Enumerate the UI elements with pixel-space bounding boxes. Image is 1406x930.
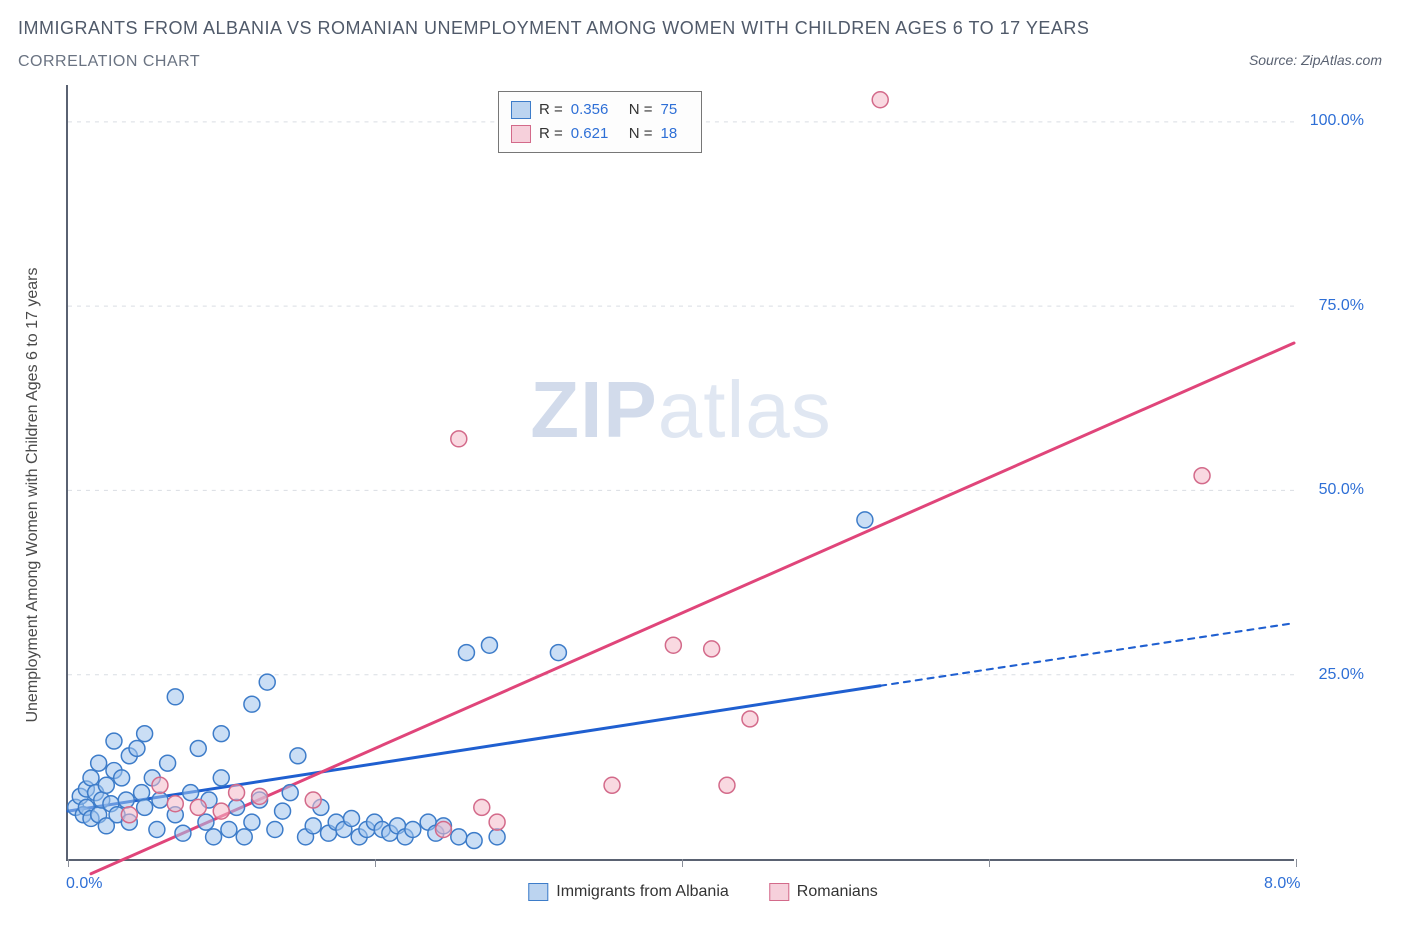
- legend-swatch: [528, 883, 548, 901]
- chart-area: Unemployment Among Women with Children A…: [18, 85, 1388, 905]
- title-block: IMMIGRANTS FROM ALBANIA VS ROMANIAN UNEM…: [0, 0, 1406, 71]
- series-legend-item: Immigrants from Albania: [528, 883, 729, 901]
- plot-svg: [68, 85, 1294, 859]
- chart-subtitle: CORRELATION CHART: [18, 53, 1406, 71]
- legend-n-label: N =: [629, 122, 653, 146]
- legend-n-value: 75: [661, 98, 689, 122]
- x-tick: [68, 859, 69, 867]
- y-tick-label: 50.0%: [1319, 481, 1364, 499]
- legend-swatch: [511, 125, 531, 143]
- legend-r-value: 0.621: [571, 122, 621, 146]
- series-legend-label: Immigrants from Albania: [556, 883, 729, 901]
- x-tick-label: 8.0%: [1264, 875, 1300, 893]
- legend-row: R = 0.621 N = 18: [511, 122, 689, 146]
- y-axis-label: Unemployment Among Women with Children A…: [24, 145, 42, 845]
- x-tick: [989, 859, 990, 867]
- source-attribution: Source: ZipAtlas.com: [1249, 52, 1382, 68]
- legend-r-label: R =: [539, 122, 563, 146]
- x-tick: [1296, 859, 1297, 867]
- plot-region: ZIPatlas 25.0%50.0%75.0%100.0% R =0.356N…: [66, 85, 1294, 861]
- x-tick: [375, 859, 376, 867]
- legend-swatch: [769, 883, 789, 901]
- legend-n-value: 18: [661, 122, 689, 146]
- x-tick: [682, 859, 683, 867]
- correlation-legend: R = 0.356 N = 75 R = 0.621 N = 18: [498, 91, 702, 153]
- series-legend-label: Romanians: [797, 883, 878, 901]
- y-tick-label: 75.0%: [1319, 297, 1364, 315]
- x-tick-label: 0.0%: [66, 875, 102, 893]
- legend-r-label: R =: [539, 98, 563, 122]
- legend-r-value: 0.356: [571, 98, 621, 122]
- legend-n-label: N =: [629, 98, 653, 122]
- legend-row: R = 0.356 N = 75: [511, 98, 689, 122]
- y-tick-label: 25.0%: [1319, 666, 1364, 684]
- legend-swatch: [511, 101, 531, 119]
- y-tick-label: 100.0%: [1310, 112, 1364, 130]
- series-legend: Immigrants from Albania Romanians: [528, 883, 877, 901]
- series-legend-item: Romanians: [769, 883, 878, 901]
- chart-title: IMMIGRANTS FROM ALBANIA VS ROMANIAN UNEM…: [18, 18, 1406, 39]
